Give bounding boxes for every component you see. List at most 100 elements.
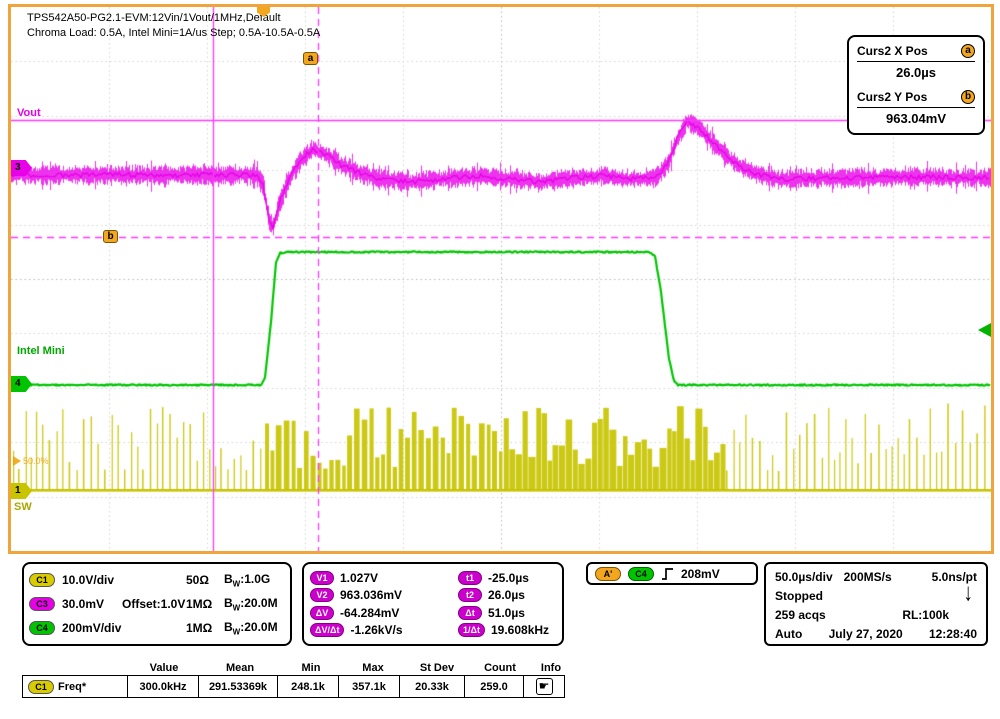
acquisition-arrow-icon: ↓ [963, 579, 974, 607]
info-icon[interactable]: ☛ [535, 678, 553, 695]
trigger-level-arrow-icon[interactable] [978, 323, 991, 337]
cursor-b-ref-icon: b [961, 89, 975, 104]
c3-scale: 30.0mV [62, 597, 105, 611]
t1-badge: t1 [458, 570, 482, 585]
c1-impedance: 50Ω [186, 573, 209, 587]
timebase-value: 50.0µs/div [775, 569, 833, 584]
curs2-x-label: Curs2 X Pos [857, 43, 928, 58]
cursor-b-handle[interactable]: b [103, 230, 118, 243]
channel-settings-panel: C1 10.0V/div 50Ω BW:1.0G C3 30.0mV Offse… [22, 562, 292, 646]
dt-badge: Δt [458, 605, 482, 620]
meas-max-cell: 357.1k [338, 675, 400, 698]
measurement-table: Value Mean Min Max St Dev Count Info C1 … [22, 658, 578, 698]
trigger-mode: Auto [775, 626, 803, 641]
inv-dt-badge: 1/Δt [458, 623, 485, 638]
curs2-x-value: 26.0µs [895, 65, 937, 80]
c1-scale: 10.0V/div [62, 573, 115, 587]
cursor-readout-box: Curs2 X Pos a 26.0µs Curs2 Y Pos b 963.0… [847, 35, 985, 135]
measurement-name: Freq* [58, 680, 87, 693]
cursor-measurement-panel: V1 1.027V V2 963.036mV ΔV -64.284mV ΔV/Δt -1… [302, 562, 564, 646]
meas-stdev-cell: 20.33k [399, 675, 465, 698]
rising-edge-icon [662, 567, 673, 580]
header-mean: Mean [225, 662, 255, 674]
cursor-a-ref-icon: a [961, 43, 975, 58]
c1-channel-badge[interactable]: C1 [29, 573, 55, 587]
time-cursor-column: t1 -25.0µs t2 26.0µs Δt 51.0µs 1/Δt 19.608kH… [458, 569, 556, 639]
c4-bandwidth: BW:20.0M [224, 619, 278, 637]
c3-impedance: 1MΩ [186, 597, 213, 611]
v2-value: 963.036mV [340, 588, 403, 603]
c4-scale: 200mV/div [62, 621, 122, 635]
c1-bandwidth: BW:1.0G [224, 571, 271, 589]
channel-row-c3: C3 30.0mV Offset:1.0V 1MΩ BW:20.0M [29, 592, 285, 616]
t2-value: 26.0µs [488, 588, 525, 603]
time-value: 12:28:40 [928, 626, 977, 641]
trigger-event-badge[interactable]: A' [595, 566, 621, 581]
annotation-header: TPS542A50-PG2.1-EVM:12Vin/1Vout/1MHz,Def… [27, 11, 320, 41]
channel-1-marker[interactable]: 1 [11, 483, 32, 499]
inv-dt-value: 19.608kHz [490, 623, 550, 638]
trace-label-sw: SW [14, 501, 32, 513]
divider [857, 61, 975, 62]
v1-badge: V1 [310, 570, 334, 585]
v2-badge: V2 [310, 588, 334, 603]
header-value: Value [149, 662, 179, 674]
trigger-position-icon[interactable] [257, 7, 270, 17]
c3-bandwidth: BW:20.0M [224, 595, 278, 613]
divider [857, 107, 975, 108]
channel-row-c1: C1 10.0V/div 50Ω BW:1.0G [29, 568, 285, 592]
voltage-cursor-column: V1 1.027V V2 963.036mV ΔV -64.284mV ΔV/Δt -1… [310, 569, 458, 639]
curs2-y-label: Curs2 Y Pos [857, 89, 928, 104]
trace-label-vout: Vout [17, 107, 41, 119]
t1-value: -25.0µs [488, 570, 529, 585]
header-count: Count [484, 662, 516, 674]
channel-3-marker[interactable]: 3 [11, 160, 32, 176]
measurement-row-freq: C1 Freq* 300.0kHz 291.53369k 248.1k 357.… [22, 675, 578, 698]
v1-value: 1.027V [340, 570, 379, 585]
trace-label-intel-mini: Intel Mini [17, 345, 65, 357]
record-length: RL:100k [902, 607, 949, 622]
meas-value-cell: 300.0kHz [127, 675, 199, 698]
sample-rate-value: 200MS/s [843, 569, 892, 584]
c3-offset: Offset:1.0V [122, 597, 186, 611]
dv-badge: ΔV [310, 605, 334, 620]
header-max: Max [362, 662, 384, 674]
acquisition-count: 259 acqs [775, 607, 826, 622]
c4-impedance: 1MΩ [186, 621, 213, 635]
meas-mean-cell: 291.53369k [198, 675, 278, 698]
c3-channel-badge[interactable]: C3 [29, 597, 55, 611]
measurement-table-header: Value Mean Min Max St Dev Count Info [22, 658, 578, 674]
meas-min-cell: 248.1k [277, 675, 339, 698]
waveform-display[interactable] [11, 7, 991, 551]
c4-channel-badge[interactable]: C4 [29, 621, 55, 635]
cursor-a-handle[interactable]: a [303, 52, 318, 65]
header-stdev: St Dev [419, 662, 455, 674]
meas-c1-badge[interactable]: C1 [28, 679, 54, 694]
curs2-y-value: 963.04mV [886, 111, 946, 126]
dvdt-value: -1.26kV/s [350, 623, 403, 638]
annotation-line2: Chroma Load: 0.5A, Intel Mini=1A/us Step… [27, 27, 321, 39]
trigger-level-value: 208mV [681, 566, 720, 581]
dv-value: -64.284mV [340, 605, 400, 620]
trigger-panel: A' C4 208mV [586, 562, 758, 585]
channel-row-c4: C4 200mV/div 1MΩ BW:20.0M [29, 616, 285, 640]
t2-badge: t2 [458, 588, 482, 603]
header-info: Info [540, 662, 562, 674]
measurement-name-cell[interactable]: C1 Freq* [22, 675, 128, 698]
horizontal-panel: 50.0µs/div 200MS/s 5.0ns/pt Stopped 259 … [764, 562, 988, 646]
resolution-value: 5.0ns/pt [931, 569, 977, 584]
channel-4-marker[interactable]: 4 [11, 376, 32, 392]
header-min: Min [301, 662, 321, 674]
trigger-50pct-label: 50.0% [23, 456, 49, 466]
dvdt-badge: ΔV/Δt [310, 623, 345, 638]
right-arrow-icon [13, 456, 21, 466]
date-value: July 27, 2020 [828, 626, 903, 641]
meas-count-cell: 259.0 [464, 675, 524, 698]
graticule-frame: TPS542A50-PG2.1-EVM:12Vin/1Vout/1MHz,Def… [8, 4, 994, 554]
trigger-50pct-marker: 50.0% [13, 456, 49, 466]
annotation-line1: TPS542A50-PG2.1-EVM:12Vin/1Vout/1MHz,Def… [27, 12, 281, 24]
meas-info-cell[interactable]: ☛ [523, 675, 565, 698]
acquisition-state: Stopped [775, 588, 823, 603]
dt-value: 51.0µs [488, 605, 525, 620]
trigger-source-badge[interactable]: C4 [628, 566, 654, 581]
